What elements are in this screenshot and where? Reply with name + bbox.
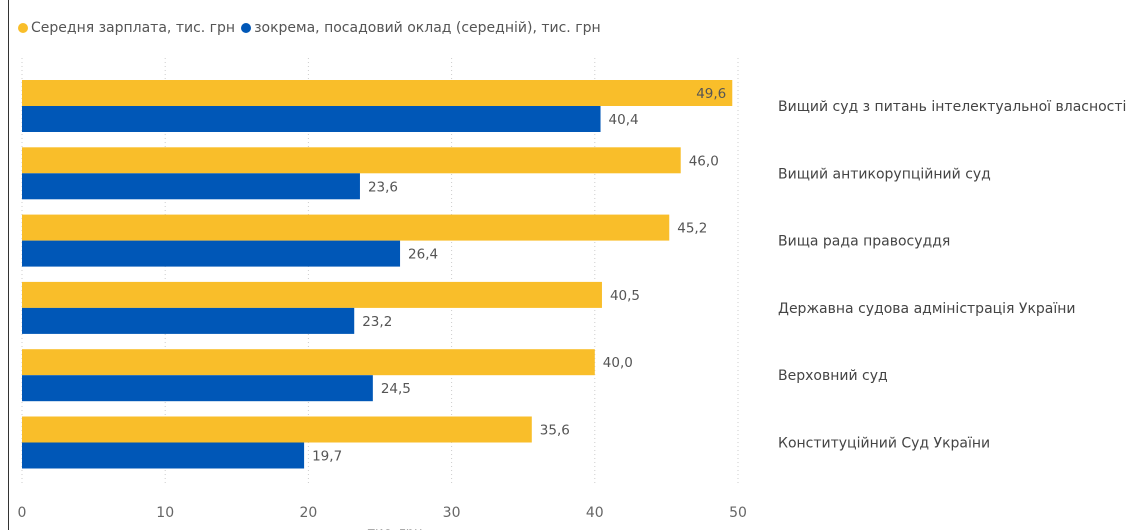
legend: Середня зарплата, тис. грн зокрема, поса… (18, 20, 607, 36)
x-tick-label: 20 (299, 505, 317, 521)
bar-salary (22, 349, 595, 376)
data-label: 40,0 (603, 355, 633, 371)
legend-marker-base-pay (241, 23, 252, 33)
bar-salary (22, 80, 733, 106)
data-label: 35,6 (540, 423, 570, 439)
category-label: Вищий антикорупційний суд (778, 166, 991, 182)
data-label: 40,4 (609, 112, 639, 128)
bar-base-pay (22, 106, 601, 132)
x-axis-title: тис. грн (367, 526, 422, 530)
bar-base-pay (22, 442, 305, 469)
data-label: 23,2 (362, 314, 392, 330)
bar-salary (22, 281, 602, 308)
bar-salary (22, 147, 681, 174)
legend-item-salary[interactable]: Середня зарплата, тис. грн (18, 20, 235, 36)
category-label: Вища рада правосуддя (778, 234, 950, 250)
category-label: Верховний суд (778, 368, 888, 384)
frame-border (8, 0, 9, 530)
legend-marker-salary (18, 23, 28, 33)
data-label: 40,5 (610, 288, 640, 304)
x-tick-label: 40 (586, 505, 604, 521)
data-label: 23,6 (368, 179, 398, 195)
legend-label: Середня зарплата, тис. грн (31, 20, 236, 36)
x-tick-label: 30 (443, 505, 461, 521)
bar-base-pay (22, 173, 360, 200)
category-label: Державна судова адміністрація України (778, 301, 1076, 317)
bar-base-pay (22, 375, 373, 402)
bar-salary (22, 416, 532, 443)
category-label: Вищий суд з питань інтелектуальної власн… (778, 99, 1126, 115)
x-tick-label: 50 (729, 505, 747, 521)
bar-base-pay (22, 240, 401, 267)
data-label: 19,7 (312, 449, 342, 465)
data-label: 46,0 (689, 153, 719, 169)
data-label: 24,5 (381, 381, 411, 397)
x-tick-label: 0 (18, 505, 27, 521)
category-label: Конституційний Суд України (778, 436, 990, 452)
data-label: 45,2 (677, 221, 707, 237)
bar-base-pay (22, 307, 355, 334)
bar-salary (22, 214, 670, 241)
data-label: 26,4 (408, 247, 438, 263)
data-label: 49,6 (696, 86, 726, 102)
legend-item-base-pay[interactable]: зокрема, посадовий оклад (середній), тис… (241, 20, 601, 36)
x-tick-label: 10 (156, 505, 174, 521)
legend-label: зокрема, посадовий оклад (середній), тис… (254, 20, 601, 36)
